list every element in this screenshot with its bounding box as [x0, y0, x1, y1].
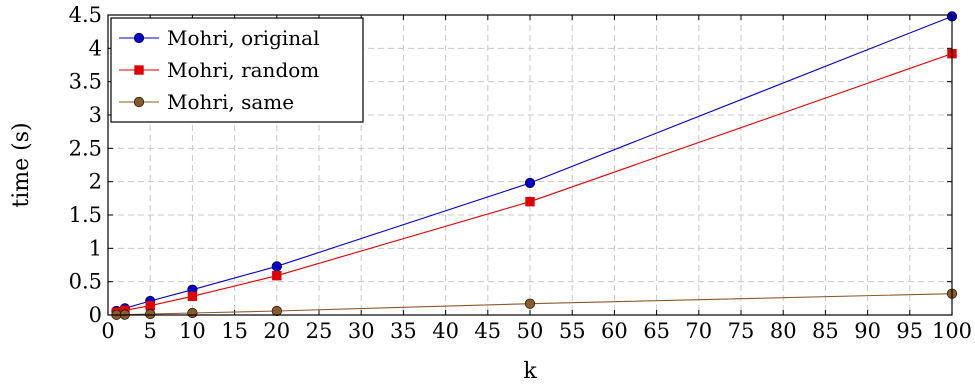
- y-tick-label: 0.5: [69, 270, 102, 294]
- data-point: [145, 300, 155, 311]
- series-layer: [111, 11, 958, 320]
- y-axis-ticks: 0 0.5 1 1.5 2 2.5 3 3.5 4 4.5: [69, 3, 952, 327]
- legend-entry: Mohri, same: [119, 90, 294, 114]
- legend-entry: Mohri, original: [119, 26, 319, 50]
- legend-marker: [133, 96, 145, 108]
- x-tick-label: 45: [474, 319, 501, 343]
- x-tick-label: 90: [854, 319, 881, 343]
- legend-label: Mohri, random: [167, 58, 319, 82]
- y-tick-label: 1.5: [69, 203, 102, 227]
- y-tick-label: 0: [89, 303, 102, 327]
- x-tick-label: 100: [932, 319, 972, 343]
- data-point: [187, 291, 198, 302]
- x-axis-ticks: 0 5 10 15 20 25 30 35 40 45 50 55 60 65 70 75 80 85 90 95 10…: [101, 15, 972, 343]
- y-tick-label: 4.5: [69, 3, 102, 27]
- x-tick-label: 5: [144, 319, 157, 343]
- data-point: [524, 298, 536, 309]
- legend-marker: [133, 32, 145, 44]
- legend: Mohri, original Mohri, random Mohri, same: [110, 17, 364, 123]
- x-tick-label: 30: [348, 319, 375, 343]
- x-tick-label: 10: [179, 319, 206, 343]
- y-tick-label: 2: [89, 170, 102, 194]
- x-tick-label: 35: [390, 319, 417, 343]
- y-tick-label: 2.5: [69, 136, 102, 160]
- legend-marker: [134, 65, 144, 75]
- x-tick-label: 75: [728, 319, 755, 343]
- x-tick-label: 50: [517, 319, 544, 343]
- x-tick-label: 65: [643, 319, 670, 343]
- y-tick-label: 3.5: [69, 70, 102, 94]
- x-axis-label: k: [523, 359, 537, 384]
- y-axis-label: time (s): [9, 122, 34, 207]
- data-point: [271, 305, 282, 317]
- x-tick-label: 70: [685, 319, 712, 343]
- x-tick-label: 95: [896, 319, 923, 343]
- x-tick-label: 40: [432, 319, 459, 343]
- y-tick-label: 4: [89, 36, 102, 60]
- x-tick-label: 60: [601, 319, 628, 343]
- y-tick-label: 3: [89, 103, 102, 127]
- data-point: [524, 177, 536, 189]
- legend-label: Mohri, original: [167, 26, 319, 50]
- x-tick-label: 85: [812, 319, 839, 343]
- x-tick-label: 15: [221, 319, 248, 343]
- data-point: [271, 261, 282, 272]
- x-tick-label: 80: [770, 319, 797, 343]
- x-tick-label: 0: [101, 319, 114, 343]
- x-tick-label: 20: [263, 319, 290, 343]
- x-tick-label: 55: [559, 319, 586, 343]
- data-point: [187, 307, 198, 319]
- x-tick-label: 25: [306, 319, 333, 343]
- plot-frame: [107, 14, 953, 316]
- data-point: [272, 270, 282, 281]
- legend-label: Mohri, same: [167, 90, 294, 114]
- data-point: [525, 196, 535, 207]
- data-point: [145, 308, 156, 320]
- y-tick-label: 1: [89, 236, 102, 260]
- legend-entry: Mohri, random: [119, 58, 319, 82]
